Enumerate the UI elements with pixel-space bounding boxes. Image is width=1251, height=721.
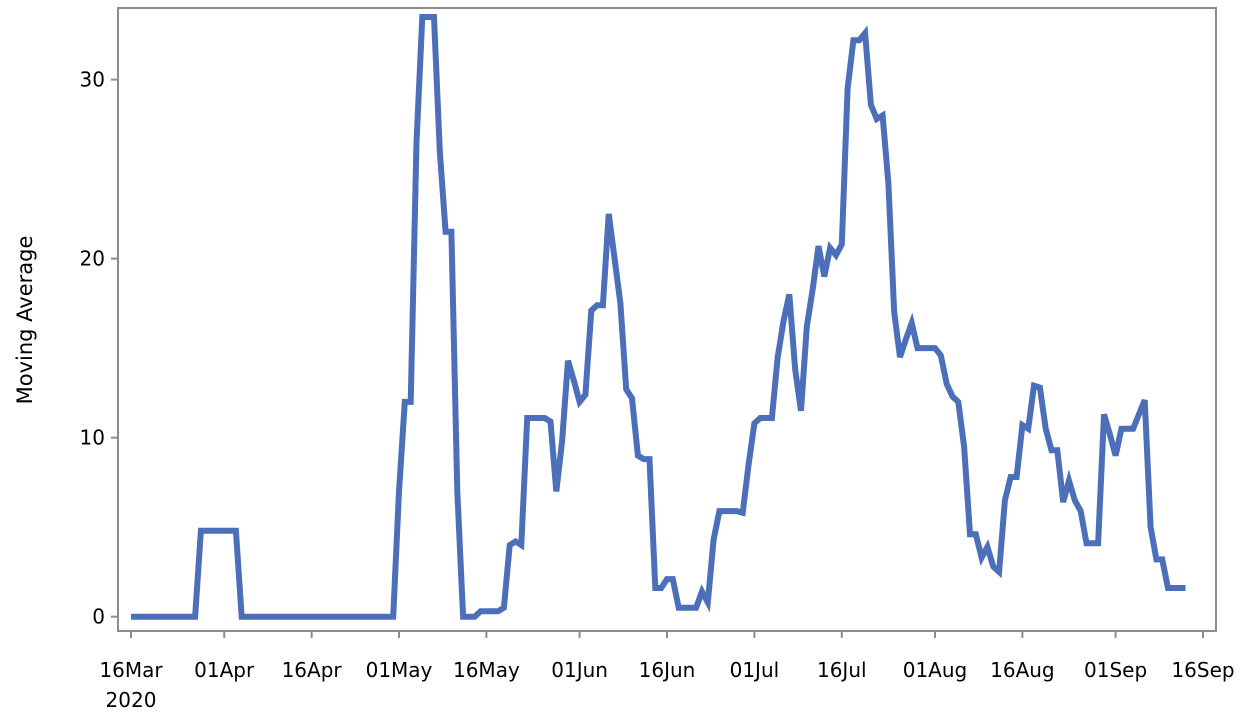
x-tick-label: 01Apr	[194, 658, 255, 682]
series-line	[131, 14, 1186, 620]
x-tick-label: 16May	[453, 658, 520, 682]
y-tick-label: 20	[80, 247, 105, 271]
x-tick-label: 16Sep	[1171, 658, 1234, 682]
x-tick-label: 01Sep	[1084, 658, 1147, 682]
x-tick-label: 01May	[366, 658, 433, 682]
y-axis: 0 10 20 30	[80, 68, 118, 629]
x-tick-label: 01Jul	[730, 658, 780, 682]
y-tick-label: 30	[80, 68, 105, 92]
x-tick-label: 01Aug	[903, 658, 968, 682]
x-tick-label: 16Jul	[817, 658, 867, 682]
x-tick-label: 01Jun	[551, 658, 608, 682]
x-tick-label: 16Aug	[990, 658, 1055, 682]
x-tick-sublabel: 2020	[106, 688, 157, 712]
plot-frame	[117, 7, 1217, 632]
x-tick-label: 16Jun	[639, 658, 696, 682]
x-axis: 16Mar 2020 01Apr 16Apr 01May 16May 01Jun 16Jun 0…	[99, 631, 1235, 712]
y-axis-label: Moving Average	[13, 236, 37, 405]
series-layer	[131, 14, 1186, 620]
x-tick-label: 16Mar	[99, 658, 163, 682]
y-tick-label: 10	[80, 426, 105, 450]
y-tick-label: 0	[92, 605, 105, 629]
x-tick-label: 16Apr	[282, 658, 343, 682]
